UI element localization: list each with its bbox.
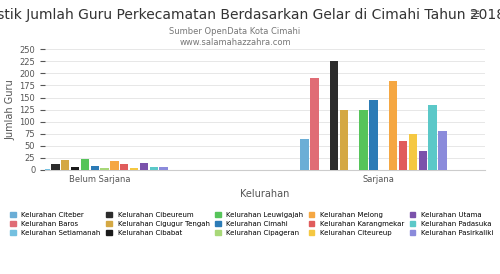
Y-axis label: Jumlah Guru: Jumlah Guru xyxy=(5,79,15,140)
Bar xyxy=(360,110,368,170)
X-axis label: Kelurahan: Kelurahan xyxy=(240,189,290,199)
Bar xyxy=(100,169,109,170)
Text: ≡: ≡ xyxy=(470,8,480,21)
Bar xyxy=(310,78,318,170)
Bar xyxy=(71,167,79,170)
Bar xyxy=(80,159,89,170)
Bar xyxy=(110,161,118,170)
Bar xyxy=(428,105,436,170)
Bar xyxy=(330,61,338,170)
Text: Statistik Jumlah Guru Perkecamatan Berdasarkan Gelar di Cimahi Tahun 2018: Statistik Jumlah Guru Perkecamatan Berda… xyxy=(0,8,500,22)
Text: Sumber OpenData Kota Cimahi: Sumber OpenData Kota Cimahi xyxy=(170,27,300,36)
Bar xyxy=(370,100,378,170)
Bar xyxy=(61,160,70,170)
Bar xyxy=(408,134,417,170)
Bar xyxy=(130,169,138,170)
Legend: Kelurahan Citeber, Kelurahan Baros, Kelurahan Setiamanah, Kelurahan Cibeureum, K: Kelurahan Citeber, Kelurahan Baros, Kelu… xyxy=(10,212,494,236)
Bar xyxy=(438,131,446,170)
Bar xyxy=(120,164,128,170)
Bar xyxy=(150,167,158,170)
Bar xyxy=(140,163,148,170)
Bar xyxy=(42,169,50,170)
Bar xyxy=(22,165,30,170)
Bar xyxy=(300,139,309,170)
Bar xyxy=(32,164,40,170)
Bar xyxy=(90,166,99,170)
Bar xyxy=(160,167,168,170)
Bar xyxy=(340,110,348,170)
Text: www.salamahazzahra.com: www.salamahazzahra.com xyxy=(179,38,291,47)
Bar xyxy=(389,81,398,170)
Bar xyxy=(51,164,60,170)
Bar xyxy=(399,141,407,170)
Bar xyxy=(418,151,427,170)
